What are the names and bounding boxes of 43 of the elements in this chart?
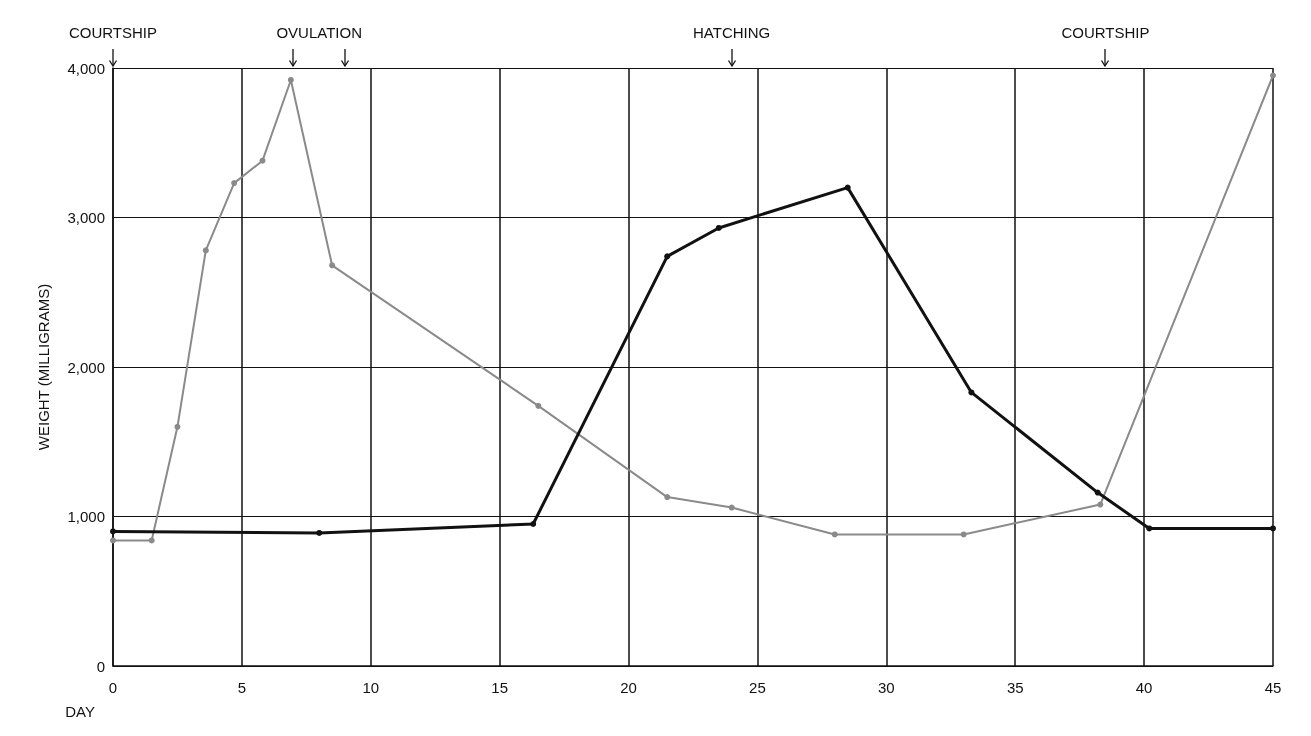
point bbox=[1270, 525, 1276, 532]
x-tick-label: 45 bbox=[1264, 679, 1282, 696]
point bbox=[831, 531, 838, 538]
point bbox=[664, 494, 671, 501]
text: COURTSHIP bbox=[1060, 24, 1151, 41]
x-tick-label: 5 bbox=[237, 679, 247, 696]
x-tick-label: 20 bbox=[620, 679, 637, 696]
y-tick-label: 0 bbox=[96, 657, 105, 675]
x-tick-label: 15 bbox=[491, 679, 509, 696]
y-tick-label: 1,000 bbox=[67, 508, 105, 525]
point bbox=[259, 157, 266, 164]
x-tick-label: 35 bbox=[1006, 679, 1024, 696]
point bbox=[968, 389, 975, 396]
point bbox=[530, 520, 537, 527]
point bbox=[728, 504, 735, 511]
x-tick-label: 40 bbox=[1135, 679, 1153, 696]
point bbox=[316, 529, 323, 536]
point bbox=[202, 247, 209, 254]
x-axis-title: DAY bbox=[65, 703, 95, 720]
x-tick-label: 10 bbox=[362, 679, 380, 696]
x-tick-label: 0 bbox=[108, 679, 118, 696]
text: HATCHING bbox=[692, 24, 772, 41]
point bbox=[535, 402, 542, 409]
y-tick-label: 3,000 bbox=[67, 209, 105, 226]
point bbox=[715, 224, 722, 231]
point bbox=[664, 253, 671, 260]
point bbox=[1270, 72, 1276, 79]
text: OVULATION bbox=[275, 24, 363, 41]
point bbox=[287, 76, 294, 83]
point bbox=[174, 423, 181, 430]
text: COURTSHIP bbox=[67, 24, 159, 41]
point bbox=[148, 537, 155, 544]
point bbox=[844, 184, 851, 191]
y-tick-label: 2,000 bbox=[67, 358, 105, 376]
x-tick-label: 25 bbox=[749, 679, 766, 696]
point bbox=[110, 528, 116, 535]
y-tick-label: 4,000 bbox=[67, 59, 105, 77]
x-tick-label: 30 bbox=[877, 679, 895, 696]
y-axis-title: WEIGHT (MILLIGRAMS) bbox=[35, 283, 52, 451]
point bbox=[960, 531, 967, 538]
point bbox=[110, 537, 116, 544]
point bbox=[329, 262, 336, 269]
point bbox=[231, 180, 238, 187]
